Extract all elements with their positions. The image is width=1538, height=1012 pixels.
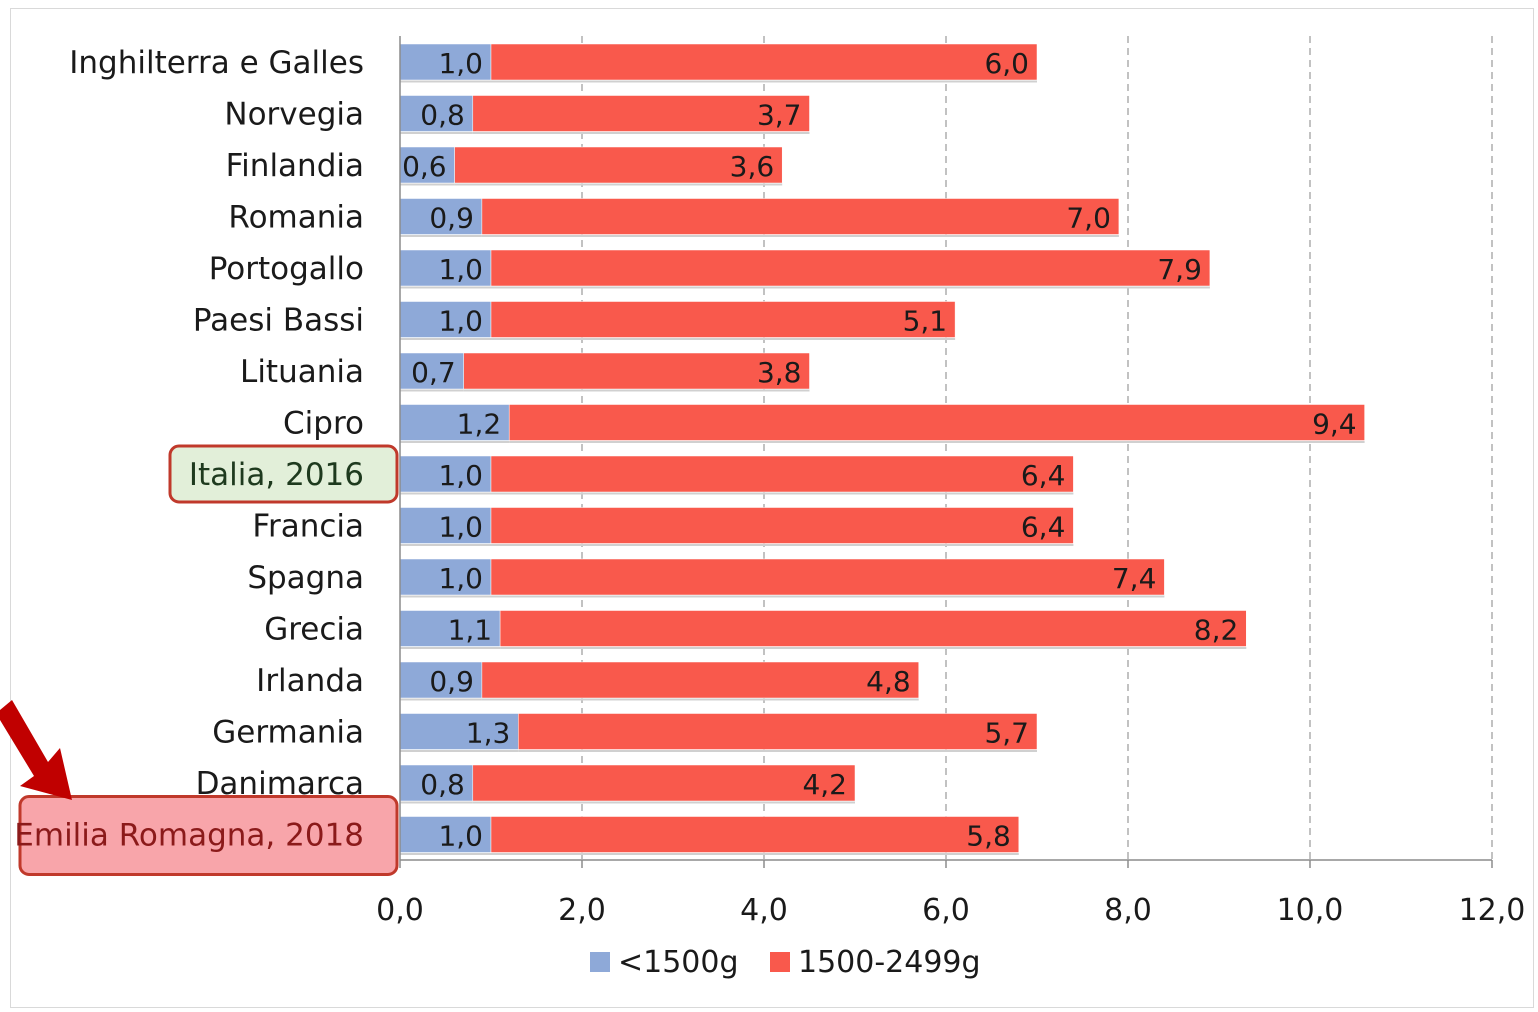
category-label: Irlanda: [256, 663, 364, 699]
bar-1500g-portogallo: [399, 249, 492, 287]
highlight-box-italia-2016: [168, 444, 399, 504]
category-label: Francia: [252, 509, 364, 545]
arrow-icon: [0, 700, 72, 800]
category-label: Norvegia: [224, 97, 364, 133]
data-label: 1,3: [466, 717, 511, 750]
category-label: Germania: [212, 715, 364, 751]
data-label: 1,1: [448, 614, 493, 647]
bar-1500-2499g-grecia: [499, 610, 1247, 647]
data-label: 1,0: [438, 511, 483, 544]
category-label: Emilia Romagna, 2018: [14, 818, 364, 854]
x-tick-label: 6,0: [922, 893, 970, 928]
bar-1500g-danimarca: [399, 764, 474, 802]
bar-1500-2499g-spagna: [490, 558, 1165, 596]
bar-1500g-grecia: [399, 610, 501, 647]
bar-1500-2499g-emilia-romagna-2018: [490, 816, 1020, 853]
data-label: 7,0: [1066, 202, 1111, 235]
category-label: Danimarca: [196, 766, 364, 802]
bar-1500-2499g-irlanda: [481, 661, 919, 699]
bar-1500g-lituania: [399, 352, 464, 390]
data-label: 0,9: [429, 202, 474, 235]
x-tick-label: 2,0: [558, 893, 606, 928]
data-label: 1,0: [438, 820, 483, 853]
data-label: 3,7: [757, 99, 802, 132]
data-label: 6,4: [1021, 459, 1066, 492]
x-tick-label: 4,0: [740, 893, 788, 928]
bar-1500-2499g-portogallo: [490, 249, 1211, 287]
category-label: Romania: [228, 200, 364, 236]
x-tick-label: 0,0: [376, 893, 424, 928]
legend-swatch-1500-2499g: [770, 952, 790, 972]
data-label: 3,6: [730, 150, 775, 183]
data-label: 5,1: [903, 305, 948, 338]
bar-1500-2499g-inghilterra-e-galles: [490, 43, 1038, 81]
bar-1500g-francia: [399, 507, 492, 544]
data-label: 0,8: [420, 99, 465, 132]
data-label: 8,2: [1194, 614, 1239, 647]
data-label: 4,8: [866, 665, 911, 698]
data-label: 0,8: [420, 768, 465, 801]
data-label: 5,8: [966, 820, 1011, 853]
bar-1500g-germania: [399, 713, 519, 750]
data-label: 1,0: [438, 459, 483, 492]
data-label: 0,7: [411, 356, 456, 389]
legend-label: 1500-2499g: [798, 945, 981, 980]
category-label: Italia, 2016: [189, 457, 364, 493]
bar-1500g-norvegia: [399, 95, 474, 132]
category-label: Inghilterra e Galles: [69, 45, 364, 81]
bar-1500g-inghilterra-e-galles: [399, 43, 492, 81]
legend-swatch-1500g: [590, 952, 610, 972]
category-label: Finlandia: [226, 148, 364, 184]
category-label: Paesi Bassi: [193, 303, 364, 339]
data-label: 1,2: [457, 408, 502, 441]
bar-1500-2499g-cipro: [508, 404, 1365, 441]
data-label: 1,0: [438, 47, 483, 80]
data-label: 3,8: [757, 356, 802, 389]
data-label: 4,2: [802, 768, 847, 801]
category-label: Spagna: [247, 560, 364, 596]
data-label: 0,6: [402, 150, 447, 183]
data-label: 7,9: [1157, 253, 1202, 286]
data-label: 6,0: [984, 47, 1029, 80]
legend-label: <1500g: [618, 945, 739, 980]
bar-1500-2499g-italia-2016: [490, 455, 1074, 493]
data-label: 9,4: [1312, 408, 1357, 441]
category-label: Cipro: [283, 406, 364, 442]
data-label: 6,4: [1021, 511, 1066, 544]
data-label: 7,4: [1112, 562, 1157, 595]
bar-1500g-romania: [399, 198, 483, 235]
x-tick-label: 8,0: [1104, 893, 1152, 928]
data-label: 1,0: [438, 253, 483, 286]
category-label: Grecia: [264, 612, 364, 648]
bar-1500g-irlanda: [399, 661, 483, 699]
x-tick-label: 12,0: [1459, 893, 1526, 928]
category-label: Lituania: [240, 354, 364, 390]
data-label: 5,7: [984, 717, 1029, 750]
highlight-box-emilia-romagna-2018: [18, 795, 399, 876]
category-label: Portogallo: [209, 251, 364, 287]
data-label: 1,0: [438, 562, 483, 595]
bar-1500-2499g-norvegia: [472, 95, 810, 132]
bar-1500-2499g-danimarca: [472, 764, 856, 802]
bar-1500g-emilia-romagna-2018: [399, 816, 492, 853]
bar-1500g-spagna: [399, 558, 492, 596]
bar-1500-2499g-finlandia: [454, 146, 783, 184]
x-tick-label: 10,0: [1277, 893, 1344, 928]
bar-1500-2499g-paesi-bassi: [490, 301, 956, 338]
bar-1500-2499g-francia: [490, 507, 1074, 544]
bar-1500-2499g-lituania: [463, 352, 810, 390]
data-label: 0,9: [429, 665, 474, 698]
data-label: 1,0: [438, 305, 483, 338]
bar-1500-2499g-romania: [481, 198, 1120, 235]
bar-1500-2499g-germania: [518, 713, 1038, 750]
